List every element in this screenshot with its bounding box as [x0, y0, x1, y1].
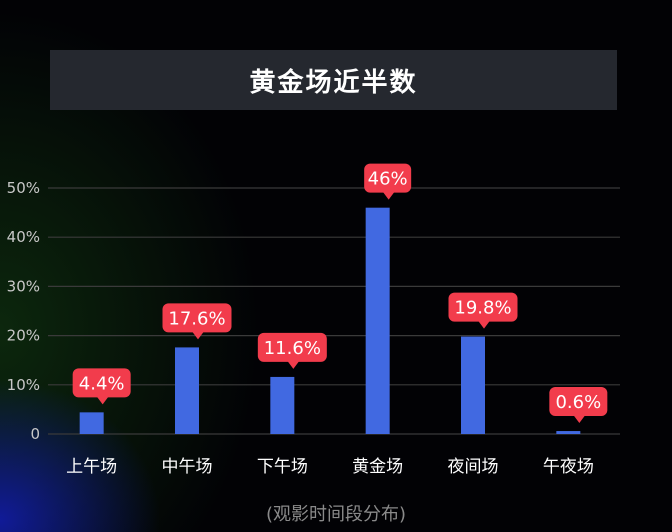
- data-label-pointer: [573, 415, 586, 424]
- x-tick-label: 午夜场: [543, 457, 594, 477]
- data-label: 46%: [368, 169, 408, 190]
- bar: [461, 336, 485, 434]
- x-axis-caption: (观影时间段分布): [265, 504, 407, 525]
- bar: [365, 207, 390, 434]
- y-tick-label: 0: [30, 425, 40, 443]
- bar: [556, 431, 581, 434]
- data-label-pointer: [192, 331, 204, 340]
- data-label: 0.6%: [555, 392, 601, 413]
- x-tick-label: 上午场: [66, 457, 117, 477]
- data-label: 11.6%: [264, 338, 321, 359]
- y-tick-label: 30%: [7, 277, 40, 295]
- y-tick-label: 20%: [7, 327, 40, 345]
- data-label-pointer: [382, 191, 395, 200]
- x-tick-label: 黄金场: [352, 457, 403, 477]
- y-tick-label: 50%: [7, 179, 40, 197]
- data-label-pointer: [287, 360, 300, 369]
- bar: [175, 347, 199, 434]
- data-label-bubble: [549, 387, 608, 417]
- bar: [79, 412, 104, 434]
- data-label: 4.4%: [79, 373, 125, 394]
- y-tick-label: 40%: [7, 228, 40, 246]
- data-label: 19.8%: [454, 298, 511, 319]
- x-tick-label: 夜间场: [448, 457, 499, 477]
- data-label-bubble: [448, 292, 518, 322]
- data-label-bubble: [257, 332, 327, 362]
- chart-title-box: 黄金场近半数: [50, 50, 617, 110]
- data-label-bubble: [162, 303, 232, 333]
- data-label-bubble: [364, 163, 412, 193]
- data-label-bubble: [72, 368, 131, 398]
- y-tick-label: 10%: [7, 376, 40, 394]
- data-label: 17.6%: [168, 308, 225, 329]
- data-label-pointer: [478, 320, 490, 329]
- chart-title: 黄金场近半数: [249, 67, 418, 98]
- data-label-pointer: [96, 396, 109, 405]
- x-tick-label: 下午场: [257, 457, 308, 477]
- bar: [270, 376, 295, 434]
- x-tick-label: 中午场: [162, 457, 213, 477]
